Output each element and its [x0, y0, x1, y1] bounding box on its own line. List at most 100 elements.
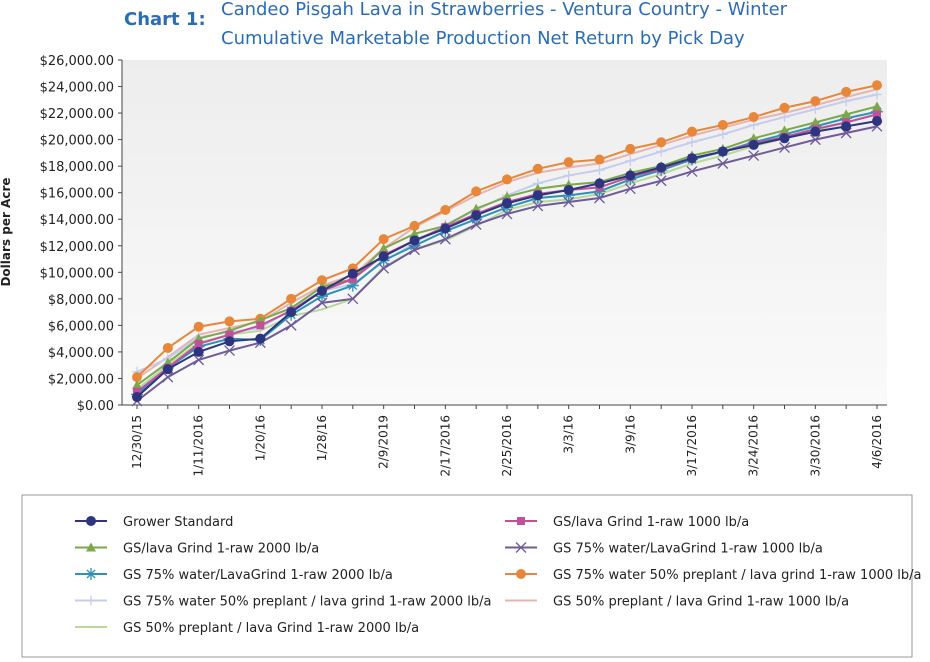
y-tick-label: $6,000.00 [48, 319, 114, 334]
x-tick-label: 12/30/15 [130, 415, 144, 469]
legend-label: Grower Standard [123, 515, 233, 530]
marker [316, 297, 328, 309]
marker [532, 163, 543, 174]
chart-title-label: Chart 1: [124, 9, 206, 30]
legend-label: GS/lava Grind 1-raw 2000 lb/a [123, 542, 319, 557]
marker [378, 243, 389, 253]
marker [841, 86, 852, 97]
marker [86, 516, 96, 526]
marker [810, 126, 821, 137]
marker [594, 178, 605, 189]
legend-label: GS 50% preplant / lava Grind 1-raw 2000 … [123, 621, 419, 636]
marker [841, 96, 852, 107]
marker [317, 285, 327, 296]
marker [162, 342, 173, 353]
marker [841, 121, 852, 132]
marker [532, 200, 544, 212]
marker [86, 595, 96, 606]
y-tick-label: $4,000.00 [48, 346, 114, 361]
y-tick-label: $14,000.00 [40, 213, 114, 228]
marker [748, 139, 759, 150]
chart-title: Cumulative Marketable Production Net Ret… [221, 28, 745, 49]
marker [501, 208, 513, 220]
y-tick-label: $16,000.00 [40, 187, 114, 202]
x-tick-label: 1/11/2016 [192, 415, 206, 477]
marker [779, 142, 790, 154]
marker [378, 262, 390, 274]
marker [717, 158, 729, 169]
marker [347, 268, 358, 279]
chart-title: Candeo Pisgah Lava in Strawberries - Ven… [221, 0, 788, 20]
marker [502, 198, 512, 209]
marker [563, 157, 574, 168]
marker [563, 196, 575, 208]
marker [717, 146, 728, 157]
marker [748, 112, 759, 123]
marker [439, 233, 451, 245]
y-tick-label: $0.00 [77, 399, 114, 414]
x-tick-label: 4/6/2016 [870, 415, 884, 469]
x-tick-label: 3/17/2016 [685, 415, 699, 477]
marker [162, 371, 174, 383]
marker [809, 134, 821, 146]
marker [471, 210, 482, 221]
legend-label: GS 50% preplant / lava Grind 1-raw 1000 … [553, 595, 849, 610]
y-tick-label: $22,000.00 [40, 107, 114, 122]
marker [655, 175, 667, 187]
marker [440, 204, 451, 215]
marker [256, 321, 265, 330]
marker [348, 274, 357, 283]
y-tick-label: $10,000.00 [40, 266, 114, 281]
marker [517, 517, 525, 525]
marker [193, 346, 204, 357]
marker [409, 220, 420, 231]
marker [162, 364, 173, 375]
marker [532, 190, 543, 201]
marker [810, 96, 821, 107]
marker [409, 228, 420, 238]
marker [409, 244, 420, 256]
marker [872, 89, 882, 100]
legend-label: GS 75% water 50% preplant / lava grind 1… [553, 568, 921, 583]
legend-label: GS/lava Grind 1-raw 1000 lb/a [553, 515, 749, 530]
marker [132, 392, 142, 403]
marker [563, 185, 574, 196]
y-axis-label: Dollars per Acre [0, 177, 13, 286]
marker [193, 354, 205, 366]
marker [563, 170, 574, 181]
legend-label: GS 75% water/LavaGrind 1-raw 2000 lb/a [123, 568, 393, 583]
marker [656, 162, 667, 173]
marker [717, 129, 728, 140]
marker [779, 102, 790, 113]
marker [686, 166, 698, 177]
marker [872, 80, 882, 91]
x-tick-label: 2/25/2016 [500, 415, 514, 477]
marker [224, 345, 235, 357]
marker [810, 117, 821, 127]
marker [347, 293, 359, 305]
marker [409, 235, 420, 246]
y-tick-label: $18,000.00 [40, 160, 114, 175]
marker [516, 569, 526, 579]
x-tick-label: 3/3/16 [562, 415, 576, 454]
marker [625, 170, 636, 181]
x-tick-label: 2/17/2016 [438, 415, 452, 477]
marker [132, 380, 142, 390]
y-tick-label: $24,000.00 [40, 81, 114, 96]
x-tick-label: 1/28/16 [315, 415, 329, 461]
marker [132, 372, 142, 383]
x-tick-label: 2/9/2019 [377, 415, 391, 469]
marker [687, 153, 697, 164]
marker [285, 319, 297, 331]
marker [594, 154, 605, 165]
marker [440, 223, 451, 234]
marker [378, 234, 389, 245]
marker [85, 568, 97, 580]
marker [748, 150, 760, 161]
marker [656, 137, 667, 148]
y-tick-label: $2,000.00 [48, 372, 114, 387]
marker [86, 542, 96, 552]
marker [255, 333, 266, 344]
y-tick-label: $26,000.00 [40, 54, 114, 69]
marker [224, 316, 235, 327]
